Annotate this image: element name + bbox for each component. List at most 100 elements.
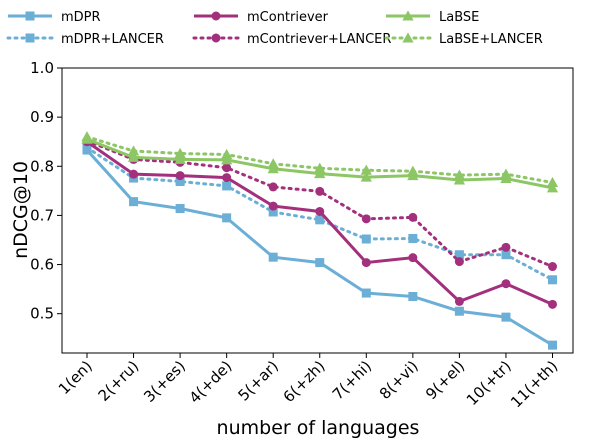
data-point [546, 176, 559, 187]
y-tick-label: 0.7 [30, 206, 54, 224]
data-point [175, 204, 185, 214]
data-point [408, 212, 418, 222]
data-point [454, 257, 464, 267]
data-point [315, 258, 325, 268]
data-point [222, 163, 232, 173]
data-point [501, 279, 511, 289]
data-point [222, 213, 232, 223]
x-tick-label: 5(+ar) [235, 357, 283, 405]
x-tick-label: 4(+de) [186, 357, 236, 407]
data-point [501, 250, 511, 260]
legend-entry: mDPR+LANCER [6, 32, 164, 47]
legend-swatch-marker [402, 10, 414, 21]
legend-label: LaBSE [439, 10, 479, 25]
data-point [361, 288, 371, 298]
y-axis: 0.5 0.6 0.7 0.8 0.9 1.0 [30, 59, 62, 323]
data-point [267, 158, 279, 169]
data-point [221, 148, 233, 159]
data-point [315, 215, 325, 225]
x-axis-title: number of languages [217, 417, 420, 439]
legend-swatch-marker [211, 11, 221, 21]
data-point [360, 171, 372, 182]
data-point [407, 165, 419, 176]
data-point [222, 181, 232, 191]
legend-label: mDPR+LANCER [61, 32, 164, 47]
data-point [268, 182, 278, 192]
series-mcontriever [82, 137, 557, 309]
legend-swatch-marker [211, 33, 221, 43]
data-point [501, 312, 511, 322]
x-tick-label: 2(+ru) [95, 357, 143, 405]
data-point [548, 262, 557, 272]
legend-label: mContriever+LANCER [247, 32, 391, 47]
data-point [81, 131, 93, 142]
legend-entry: LaBSE+LANCER [384, 32, 543, 47]
data-point [175, 177, 185, 187]
legend-entry: LaBSE [386, 10, 479, 25]
data-point [548, 340, 557, 350]
x-tick-label: 11(+th) [507, 357, 561, 411]
data-point [315, 206, 325, 216]
legend-swatch-marker [402, 32, 414, 43]
data-point [127, 145, 140, 156]
series-layer [81, 131, 559, 350]
data-point [174, 147, 186, 158]
y-tick-label: 0.6 [30, 256, 54, 274]
data-point [268, 201, 278, 211]
plot-frame [61, 67, 574, 354]
legend-label: mContriever [247, 10, 329, 25]
data-point [408, 253, 418, 263]
x-tick-label: 6(+zh) [280, 357, 329, 406]
legend-entry: mContriever [194, 10, 329, 25]
data-point [268, 207, 278, 217]
data-point [222, 173, 232, 183]
series-mdpr [82, 145, 557, 350]
y-tick-label: 0.5 [30, 305, 54, 323]
legend-label: LaBSE+LANCER [439, 32, 543, 47]
legend-entry: mContriever+LANCER [192, 32, 391, 47]
y-axis-title: nDCG@10 [10, 161, 32, 259]
plot-area [61, 67, 574, 354]
data-point [454, 306, 464, 316]
series-labse-lancer [81, 131, 559, 187]
x-tick-label: 8(+vi) [376, 357, 422, 403]
legend-entry: mDPR [8, 10, 101, 25]
data-point [501, 242, 511, 252]
legend-swatch-marker [25, 11, 35, 21]
data-point [454, 250, 464, 260]
chart-legend: mDPR mContriever LaBSE mDPR+LANCER mContriev… [6, 10, 543, 47]
data-point [361, 258, 371, 268]
data-point [127, 151, 140, 162]
data-point [408, 234, 418, 244]
x-tick-label: 9(+el) [422, 357, 468, 403]
data-point [315, 186, 325, 196]
y-tick-label: 0.9 [30, 108, 54, 126]
legend-label: mDPR [61, 10, 101, 25]
data-point [500, 168, 512, 179]
data-point [360, 164, 372, 175]
x-axis: 1(en)2(+ru)3(+es)4(+de) 5(+ar)6(+zh) 7(+hi… [55, 353, 561, 411]
data-point [129, 197, 139, 207]
data-point [82, 143, 92, 153]
legend-swatch-marker [25, 33, 35, 43]
data-point [408, 291, 418, 301]
data-point [548, 299, 557, 309]
data-point [314, 168, 326, 179]
data-point [361, 234, 371, 244]
data-point [175, 171, 185, 181]
data-point [314, 162, 326, 173]
data-point [548, 275, 557, 285]
data-point [546, 182, 559, 193]
data-point [221, 154, 233, 165]
y-tick-label: 1.0 [30, 59, 54, 77]
data-point [129, 169, 139, 179]
data-point [268, 252, 278, 262]
series-line [85, 146, 554, 282]
x-tick-label: 1(en) [55, 357, 96, 398]
x-tick-label: 10(+tr) [463, 357, 515, 409]
data-point [174, 153, 186, 164]
series-line [85, 135, 554, 184]
y-tick-label: 0.8 [30, 157, 54, 175]
data-point [453, 169, 466, 180]
